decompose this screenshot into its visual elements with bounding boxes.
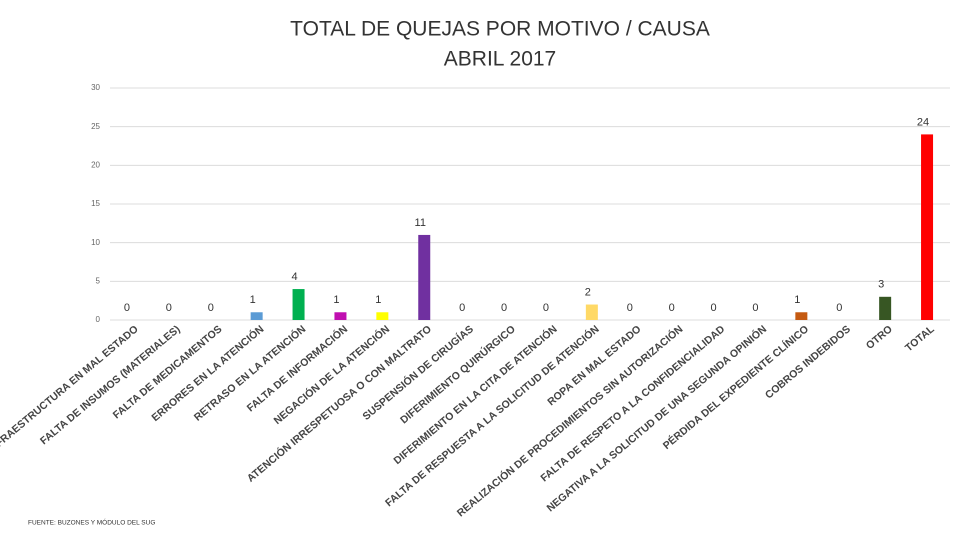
value-label: 0 — [208, 302, 214, 314]
value-label: 0 — [124, 302, 130, 314]
bar — [376, 312, 389, 320]
x-tick-label: INFRAESTRUCTURA EN MAL ESTADO — [0, 323, 141, 456]
value-label: 2 — [585, 286, 591, 298]
x-tick-label: PÉRDIDA DEL EXPEDIENTE CLÍNICO — [660, 322, 811, 452]
value-label: 3 — [878, 279, 884, 291]
value-label: 1 — [794, 294, 800, 306]
value-label: 1 — [250, 294, 256, 306]
value-label: 0 — [166, 302, 172, 314]
value-label: 0 — [501, 302, 507, 314]
value-label: 0 — [459, 302, 465, 314]
bar — [921, 134, 934, 320]
y-tick-label: 30 — [91, 83, 100, 92]
chart-subtitle: ABRIL 2017 — [444, 48, 556, 71]
y-tick-label: 15 — [91, 199, 100, 208]
value-label: 0 — [710, 302, 716, 314]
value-label: 0 — [836, 302, 842, 314]
chart-title: TOTAL DE QUEJAS POR MOTIVO / CAUSA — [290, 18, 710, 41]
value-label: 24 — [917, 116, 929, 128]
value-label: 0 — [752, 302, 758, 314]
y-tick-label: 5 — [96, 276, 101, 285]
bar — [585, 304, 598, 320]
bar — [795, 312, 808, 320]
value-label: 1 — [375, 294, 381, 306]
y-tick-label: 10 — [91, 238, 100, 247]
value-label: 1 — [333, 294, 339, 306]
source-note: FUENTE: BUZONES Y MÓDULO DEL SUG — [28, 518, 155, 527]
value-label: 4 — [291, 271, 297, 283]
x-tick-label: TOTAL — [903, 323, 937, 354]
y-tick-label: 0 — [96, 315, 101, 324]
y-tick-label: 20 — [91, 160, 100, 169]
value-label: 0 — [669, 302, 675, 314]
bar — [418, 234, 431, 320]
x-tick-label: OTRO — [864, 323, 895, 352]
value-label: 0 — [627, 302, 633, 314]
bar — [250, 312, 263, 320]
value-label: 0 — [543, 302, 549, 314]
value-label: 11 — [415, 217, 426, 229]
bar — [292, 289, 305, 320]
bar — [334, 312, 347, 320]
bar — [879, 296, 892, 320]
y-tick-label: 25 — [91, 122, 100, 131]
